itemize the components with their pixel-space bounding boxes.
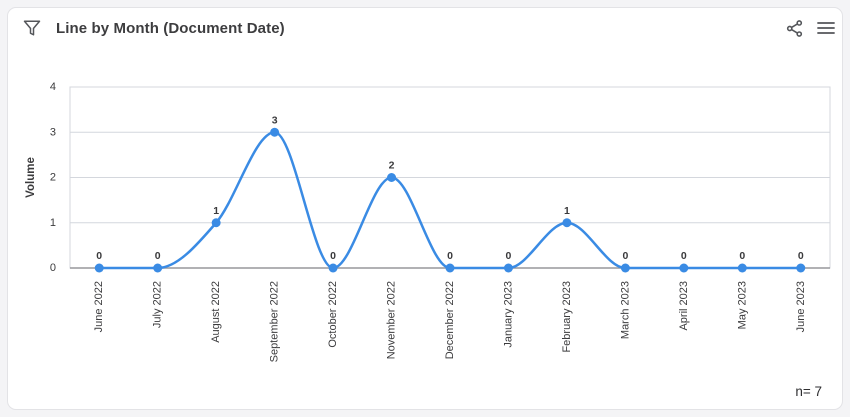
data-point-october-2022[interactable] [328, 263, 338, 273]
y-axis-title: Volume [25, 157, 37, 198]
chart-title: Line by Month (Document Date) [56, 19, 285, 37]
x-tick-label: May 2023 [736, 281, 748, 329]
point-value-label: 0 [447, 250, 453, 262]
y-tick-label: 2 [50, 172, 56, 184]
x-tick-label: September 2022 [269, 281, 281, 362]
point-value-label: 1 [213, 205, 219, 217]
x-tick-label: June 2022 [93, 281, 105, 332]
chart-header: Line by Month (Document Date) [21, 14, 837, 42]
y-tick-label: 0 [50, 262, 56, 274]
y-tick-label: 1 [50, 217, 56, 229]
record-count: n= 7 [795, 384, 822, 399]
data-point-may-2023[interactable] [737, 263, 747, 273]
y-tick-label: 4 [50, 81, 56, 93]
series-line [97, 130, 803, 270]
x-tick-label: August 2022 [210, 281, 222, 343]
x-tick-label: January 2023 [502, 281, 514, 348]
x-tick-label: October 2022 [327, 281, 339, 348]
data-point-april-2023[interactable] [679, 263, 689, 273]
data-point-august-2022[interactable] [211, 218, 221, 228]
x-tick-label: February 2023 [561, 281, 573, 353]
point-value-label: 0 [798, 250, 804, 262]
data-point-november-2022[interactable] [387, 173, 397, 182]
point-value-label: 3 [272, 114, 278, 126]
x-tick-label: March 2023 [619, 281, 631, 339]
point-value-label: 2 [389, 160, 395, 172]
data-point-march-2023[interactable] [620, 263, 630, 273]
share-icon[interactable] [783, 17, 805, 39]
point-value-label: 0 [506, 250, 512, 262]
data-point-july-2022[interactable] [153, 263, 163, 273]
point-value-label: 0 [739, 250, 745, 262]
data-point-september-2022[interactable] [270, 127, 280, 137]
x-tick-label: June 2023 [795, 281, 807, 332]
data-point-december-2022[interactable] [445, 263, 455, 273]
x-tick-label: November 2022 [386, 281, 398, 359]
point-value-label: 0 [96, 250, 102, 262]
point-value-label: 0 [155, 250, 161, 262]
data-point-january-2023[interactable] [503, 263, 513, 273]
data-point-june-2022[interactable] [94, 263, 104, 273]
point-value-label: 0 [330, 250, 336, 262]
menu-icon[interactable] [815, 17, 837, 39]
y-tick-label: 3 [50, 126, 56, 138]
point-value-label: 1 [564, 205, 570, 217]
x-tick-label: July 2022 [152, 281, 164, 328]
x-tick-label: April 2023 [678, 281, 690, 331]
data-point-june-2023[interactable] [796, 263, 806, 273]
data-point-february-2023[interactable] [562, 218, 572, 228]
point-value-label: 0 [622, 250, 628, 262]
chart-card [7, 7, 843, 410]
point-value-label: 0 [681, 250, 687, 262]
x-tick-label: December 2022 [444, 281, 456, 359]
filter-icon[interactable] [21, 17, 43, 39]
